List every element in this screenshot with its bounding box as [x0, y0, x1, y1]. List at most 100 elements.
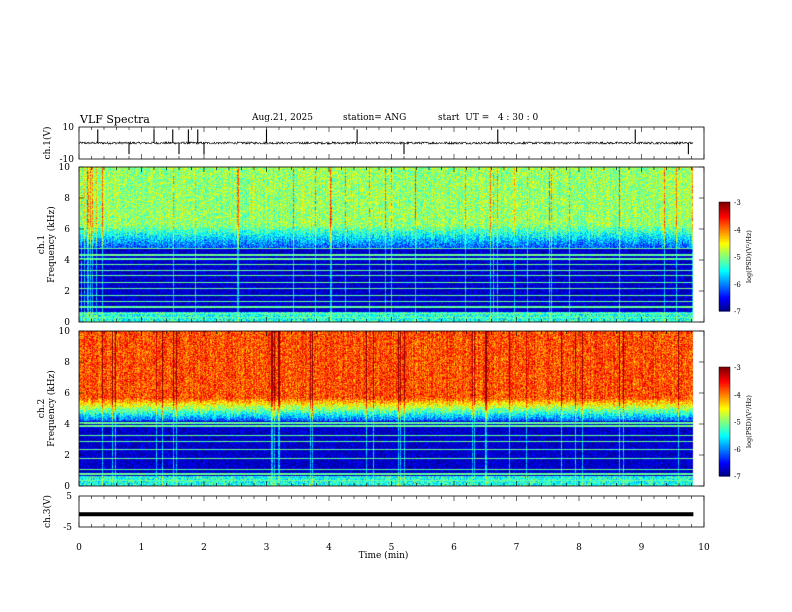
ch2-spectrogram-colorbar-segment	[719, 367, 730, 370]
chart-title: VLF Spectra	[80, 113, 150, 126]
ch1-spectrogram-colorbar-tick-label: -6	[734, 281, 741, 289]
ch2-spectrogram-colorbar-frame	[718, 366, 731, 477]
ch2-spectrogram-colorbar-segment	[719, 452, 730, 455]
ch1-spectrogram-colorbar-segment	[719, 265, 730, 268]
ch2-spectrogram-colorbar-segment	[719, 445, 730, 448]
ch1-spectrogram-colorbar-segment	[719, 283, 730, 287]
ch2-spectrogram-ytick-label: 6	[64, 389, 70, 399]
ch2-spectrogram-colorbar-segment	[719, 467, 730, 470]
start-time-label: start UT = 4 : 30 : 0	[438, 113, 539, 123]
ch2-spectrogram-colorbar-segment	[719, 421, 730, 424]
ch1-spectrogram-colorbar-segment	[719, 239, 730, 242]
ch1-ytick-label: 10	[63, 123, 75, 133]
ch1-spectrogram-colorbar-segment	[719, 254, 730, 258]
ch1-spectrogram-colorbar-segment	[719, 229, 730, 232]
ch1-spectrogram-colorbar-segment	[719, 307, 730, 310]
ch2-spectrogram-colorbar-segment	[719, 458, 730, 462]
ch2-spectrogram-colorbar-segment	[719, 460, 730, 463]
ch3-ytick-label: -5	[63, 523, 72, 533]
ch2-spectrogram-colorbar-segment	[719, 464, 730, 467]
ch2-spectrogram-colorbar-segment	[719, 372, 730, 375]
ch2-spectrogram-ytick-label: 4	[64, 420, 70, 430]
ch1-spectrogram-colorbar-segment	[719, 258, 730, 261]
ch2-spectrogram-colorbar-segment	[719, 370, 730, 373]
ch1-spectrogram-colorbar-segment	[719, 282, 730, 285]
ch1-spectrogram-colorbar-segment	[719, 246, 730, 249]
ch1-spectrogram-colorbar-segment	[719, 253, 730, 256]
ch1-spectrogram-colorbar-segment	[719, 275, 730, 278]
ch2-spectrogram-colorbar-segment	[719, 440, 730, 443]
ch2-spectrogram-colorbar-segment	[719, 448, 730, 452]
ch2-spectrogram-colorbar-segment	[719, 424, 730, 428]
ch1-spectrogram-colorbar-segment	[719, 232, 730, 235]
ch1-spectrogram-colorbar-segment	[719, 241, 730, 244]
ch2-spectrogram-colorbar-segment	[719, 450, 730, 453]
ch1-spectrogram-colorbar-segment	[719, 261, 730, 264]
ch1-spectrogram-colorbar-segment	[719, 276, 730, 280]
ch2-spectrogram-colorbar-segment	[719, 472, 730, 475]
x-tick-label: 5	[389, 543, 395, 553]
ch2-spectrogram-ylabel: Frequency (kHz)	[46, 370, 57, 447]
ch2-spectrogram-colorbar-segment	[719, 377, 730, 380]
ch2-spectrogram-colorbar-segment	[719, 431, 730, 435]
ch1-spectrogram-colorbar-segment	[719, 304, 730, 307]
ch1-spectrogram-colorbar-segment	[719, 230, 730, 234]
ch2-spectrogram-colorbar-segment	[719, 380, 730, 383]
ch1-spectrogram-colorbar-tick-label: -4	[734, 226, 741, 234]
ch2-spectrogram-colorbar-segment	[719, 399, 730, 402]
ch2-spectrogram-colorbar-segment	[719, 419, 730, 423]
ch1-spectrogram-colorbar-segment	[719, 236, 730, 239]
ch1-spectrogram-colorbar-segment	[719, 299, 730, 302]
ch1-spectrogram-colorbar-segment	[719, 295, 730, 298]
ch1-spectrogram-ylabel: Frequency (kHz)	[46, 206, 57, 283]
ch2-spectrogram-colorbar-segment	[719, 375, 730, 378]
x-tick-label: 9	[639, 543, 645, 553]
ch2-spectrogram-colorbar-segment	[719, 407, 730, 411]
ch1-spectrogram-colorbar-segment	[719, 207, 730, 210]
ch2-spectrogram-colorbar-segment	[719, 426, 730, 429]
ch1-spectrogram-colorbar-segment	[719, 215, 730, 218]
ch2-spectrogram-colorbar-segment	[719, 436, 730, 440]
ch2-spectrogram-ytick-label: 0	[64, 482, 70, 492]
ch1-spectrogram-colorbar-segment	[719, 263, 730, 266]
ch2-spectrogram-colorbar-segment	[719, 435, 730, 438]
ch1-spectrogram-colorbar-segment	[719, 259, 730, 263]
ch2-spectrogram-colorbar-segment	[719, 401, 730, 404]
ch2-spectrogram-heatmap	[79, 331, 704, 486]
ch1-spectrogram-colorbar-segment	[719, 278, 730, 281]
ch2-spectrogram-colorbar-segment	[719, 390, 730, 394]
ch2-spectrogram-colorbar-segment	[719, 414, 730, 417]
ch1-spectrogram-colorbar-segment	[719, 273, 730, 276]
ch2-spectrogram-colorbar-segment	[719, 382, 730, 385]
ch1-spectrogram-colorbar-segment	[719, 271, 730, 275]
ch2-spectrogram-colorbar-segment	[719, 397, 730, 400]
ch1-spectrogram-colorbar-segment	[719, 237, 730, 241]
ch1-spectrogram-colorbar-segment	[719, 251, 730, 254]
ch1-spectrogram-colorbar-segment	[719, 224, 730, 227]
ch1-spectrogram-ytick-label: 8	[64, 194, 70, 204]
ch2-spectrogram-colorbar-segment	[719, 412, 730, 416]
ch2-spectrogram-colorbar-tick-label: -5	[734, 419, 741, 427]
ch1-spectrogram-ytick-label: 6	[64, 225, 70, 235]
ch2-spectrogram-colorbar-segment	[719, 433, 730, 436]
ch1-spectrogram-colorbar-segment	[719, 205, 730, 208]
ch2-spectrogram-colorbar-segment	[719, 418, 730, 421]
ch2-spectrogram-colorbar-segment	[719, 389, 730, 392]
ch2-spectrogram-colorbar-segment	[719, 384, 730, 387]
ch1-spectrogram-colorbar-segment	[719, 242, 730, 246]
ch1-spectrogram-colorbar-segment	[719, 247, 730, 251]
ch1-spectrogram-colorbar-tick-label: -5	[734, 254, 741, 262]
station-label: station= ANG	[343, 113, 407, 123]
ch3-waveform-ylabel: ch.3(V)	[42, 495, 53, 528]
ch2-spectrogram-colorbar-tick-label: -7	[734, 473, 741, 481]
ch1-spectrogram-colorbar-segment	[719, 203, 730, 207]
ch2-spectrogram-colorbar-segment	[719, 447, 730, 450]
ch1-spectrogram-colorbar-segment	[719, 270, 730, 273]
ch2-spectrogram-colorbar-segment	[719, 411, 730, 414]
ch2-spectrogram-colorbar-tick-label: -6	[734, 446, 741, 454]
x-tick-label: 7	[514, 543, 520, 553]
ch2-spectrogram-colorbar-segment	[719, 474, 730, 477]
ch2-spectrogram-heatmap-canvas	[79, 331, 704, 486]
ch2-spectrogram-colorbar-segment	[719, 462, 730, 465]
